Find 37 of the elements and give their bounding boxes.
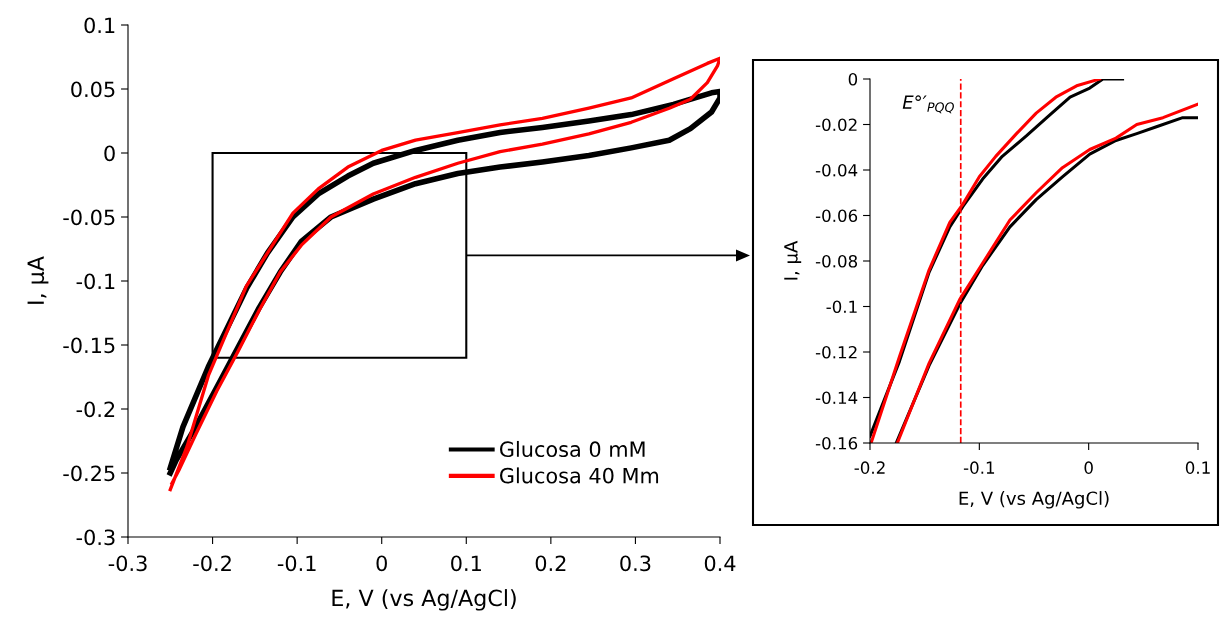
y-tick-label: -0.2 (76, 401, 115, 418)
x-tick-label: 0.4 (704, 555, 736, 572)
x-tick-label: -0.1 (277, 555, 316, 572)
y-tick-label: 0 (848, 72, 858, 86)
x-tick-label: -0.2 (193, 555, 231, 572)
x-tick-label: -0.2 (854, 461, 885, 474)
y-tick-label: -0.3 (76, 529, 115, 546)
y-tick-label: -0.05 (63, 209, 115, 226)
y-tick-label: -0.16 (815, 436, 858, 450)
y-tick-label: -0.08 (815, 254, 858, 268)
x-axis-title: E, V (vs Ag/AgCl) (332, 589, 516, 611)
y-axis-title: I, µA (27, 256, 49, 304)
y-tick-label: -0.25 (63, 465, 115, 482)
x-tick-label: 0.2 (535, 555, 566, 572)
y-tick-label: 0 (104, 145, 115, 162)
legend-label: Glucosa 0 mM (500, 440, 645, 458)
y-tick-label: -0.04 (815, 163, 858, 177)
y-tick-label: -0.14 (815, 391, 858, 405)
x-tick-label: -0.1 (963, 461, 995, 474)
x-tick-label: 0 (1084, 461, 1093, 474)
x-tick-label: 0.3 (620, 555, 651, 572)
x-tick-label: 0.1 (1185, 461, 1210, 474)
ref-line-label: E°′$_{PQQ}$ (902, 95, 954, 114)
y-tick-label: 0.1 (84, 17, 115, 34)
x-tick-label: 0 (376, 555, 387, 572)
y-tick-label: -0.15 (63, 337, 115, 354)
y-tick-label: 0.05 (71, 81, 115, 98)
x-tick-label: 0.1 (451, 555, 481, 572)
y-tick-label: -0.02 (815, 118, 857, 132)
y-tick-label: -0.06 (815, 209, 858, 223)
y-tick-label: -0.1 (826, 300, 857, 314)
y-axis-title: I, µA (784, 240, 802, 280)
y-tick-label: -0.12 (815, 345, 857, 359)
x-axis-title: E, V (vs Ag/AgCl) (959, 491, 1109, 509)
x-tick-label: -0.3 (108, 555, 147, 572)
y-tick-label: -0.1 (76, 273, 115, 290)
legend-label: Glucosa 40 Mm (500, 467, 659, 484)
